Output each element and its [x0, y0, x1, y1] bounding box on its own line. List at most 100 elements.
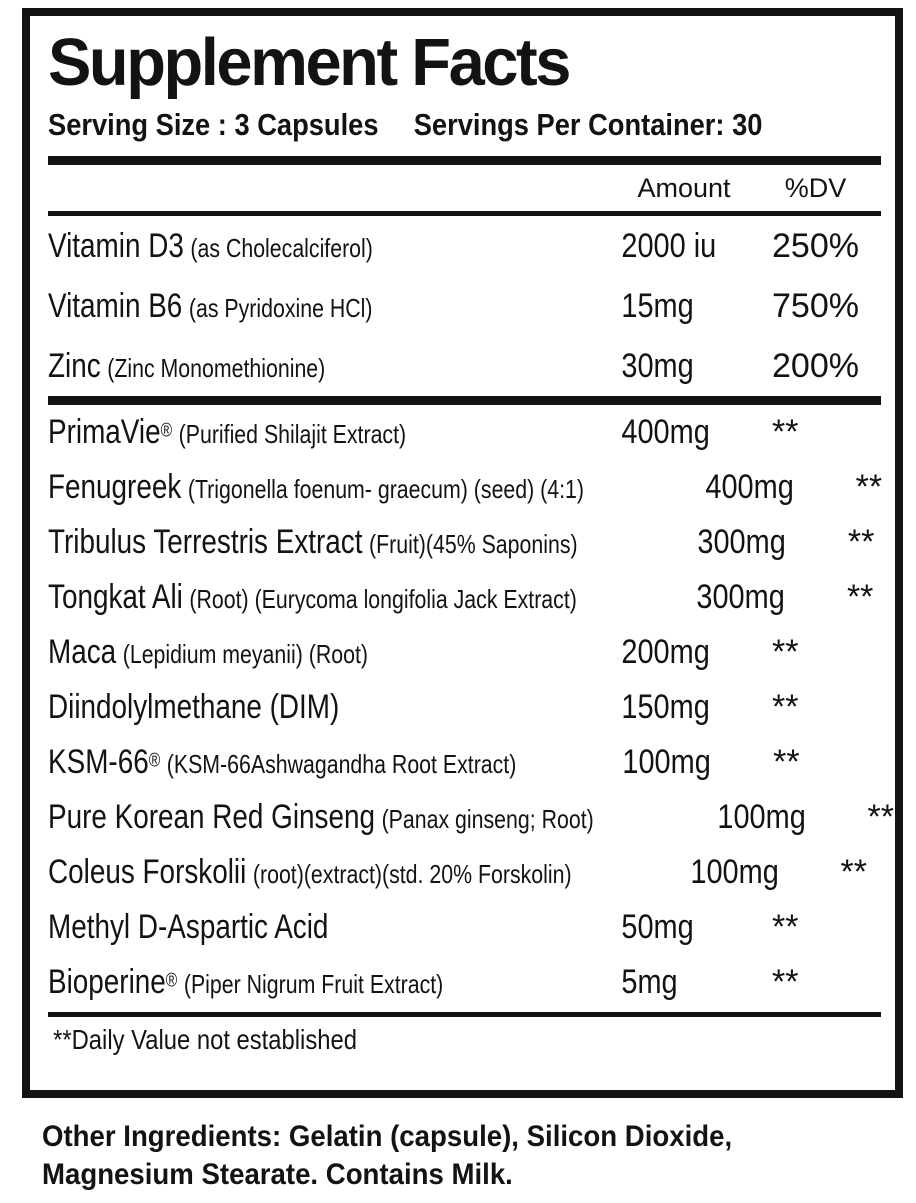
ingredient-name: Bioperine: [48, 963, 166, 1002]
ingredient-amount: 100mg: [689, 853, 779, 892]
ingredient-daily-value: **: [772, 908, 799, 947]
ingredient-name-cell: KSM-66® (KSM-66Ashwagandha Root Extract): [48, 743, 516, 782]
ingredient-name: Vitamin B6: [48, 286, 183, 325]
ingredient-amount: 300mg: [696, 578, 785, 617]
ingredient-rows-section: PrimaVie® (Purified Shilajit Extract) 400…: [48, 405, 894, 1010]
divider-medium-footnote: [48, 1012, 881, 1018]
ingredient-row: Tribulus Terrestris Extract (Fruit)(45% S…: [48, 515, 881, 570]
ingredient-name: Vitamin D3: [48, 226, 184, 265]
ingredient-amount: 300mg: [697, 523, 786, 562]
ingredient-name-cell: Maca (Lepidium meyanii) (Root): [48, 633, 515, 672]
ingredient-detail: (Fruit)(45% Saponins): [369, 529, 578, 560]
ingredient-name-cell: Vitamin B6 (as Pyridoxine HCl): [48, 287, 515, 326]
ingredient-row: Vitamin D3 (as Cholecalciferol) 2000 iu 2…: [48, 216, 881, 276]
ingredient-row: Diindolylmethane (DIM) 150mg **: [48, 680, 881, 735]
ingredient-name: Methyl D-Aspartic Acid: [48, 908, 329, 947]
ingredient-name-cell: Tongkat Ali (Root) (Eurycoma longifolia J…: [48, 578, 577, 617]
ingredient-daily-value: **: [772, 688, 799, 727]
ingredient-daily-value: 200%: [772, 346, 859, 385]
serving-size-text: Serving Size : 3 Capsules: [48, 107, 379, 143]
ingredient-row: KSM-66® (KSM-66Ashwagandha Root Extract) …: [48, 735, 881, 790]
ingredient-amount: 15mg: [621, 286, 694, 325]
divider-thick-middle: [48, 396, 881, 406]
ingredient-row: Tongkat Ali (Root) (Eurycoma longifolia J…: [48, 570, 881, 625]
ingredient-name: Diindolylmethane (DIM): [48, 688, 340, 727]
ingredient-detail: (root)(extract)(std. 20% Forskolin): [252, 859, 572, 890]
ingredient-name: Pure Korean Red Ginseng: [48, 798, 376, 837]
ingredient-daily-value: **: [867, 798, 894, 837]
daily-value-footnote: **Daily Value not established: [53, 1024, 357, 1056]
ingredient-detail: (Purified Shilajit Extract): [178, 419, 407, 450]
ingredient-amount: 100mg: [716, 798, 806, 837]
ingredient-detail: (as Cholecalciferol): [190, 232, 373, 263]
ingredient-row: Methyl D-Aspartic Acid 50mg **: [48, 900, 881, 955]
ingredient-name-cell: Bioperine® (Piper Nigrum Fruit Extract): [48, 963, 515, 1002]
servings-per-container-text: Servings Per Container: 30: [413, 107, 763, 143]
dv-column-header: %DV: [784, 172, 847, 203]
ingredient-row: Bioperine® (Piper Nigrum Fruit Extract) 5…: [48, 955, 881, 1010]
divider-medium-header: [48, 211, 881, 217]
ingredient-name: Tongkat Ali: [48, 578, 183, 617]
ingredient-name-cell: Diindolylmethane (DIM): [48, 688, 515, 727]
amount-column-header: Amount: [637, 172, 731, 203]
ingredient-detail: (Trigonella foenum- graecum) (seed) (4:1…: [187, 474, 584, 505]
ingredient-name: Zinc: [48, 346, 101, 385]
ingredient-daily-value: **: [855, 468, 883, 507]
ingredient-name-cell: Tribulus Terrestris Extract (Fruit)(45% S…: [48, 523, 578, 562]
ingredient-name-cell: Methyl D-Aspartic Acid: [48, 908, 515, 947]
ingredient-name-cell: Pure Korean Red Ginseng (Panax ginseng; R…: [48, 798, 594, 837]
ingredient-amount: 400mg: [705, 468, 794, 507]
ingredient-name: Tribulus Terrestris Extract: [48, 523, 363, 562]
ingredient-detail: (Lepidium meyanii) (Root): [122, 639, 369, 670]
ingredient-daily-value: **: [773, 743, 800, 782]
vitamin-rows-section: Vitamin D3 (as Cholecalciferol) 2000 iu 2…: [48, 216, 881, 396]
ingredient-daily-value: **: [772, 633, 799, 672]
ingredient-detail: (as Pyridoxine HCl): [188, 292, 373, 323]
panel-title: Supplement Facts: [48, 25, 571, 100]
registered-trademark-symbol: ®: [148, 751, 161, 773]
divider-thick-top: [48, 156, 881, 166]
ingredient-daily-value: **: [840, 853, 867, 892]
registered-trademark-symbol: ®: [160, 421, 173, 443]
ingredient-daily-value: 750%: [772, 286, 859, 325]
ingredient-name-cell: Fenugreek (Trigonella foenum- graecum) (s…: [48, 468, 584, 507]
ingredient-daily-value: **: [772, 963, 799, 1002]
ingredient-amount: 100mg: [622, 743, 711, 782]
ingredient-detail: (Root) (Eurycoma longifolia Jack Extract…: [189, 584, 577, 615]
ingredient-row: Vitamin B6 (as Pyridoxine HCl) 15mg 750%: [48, 276, 881, 336]
ingredient-name: KSM-66: [48, 743, 149, 782]
ingredient-name: PrimaVie: [48, 413, 161, 452]
ingredient-detail: (Panax ginseng; Root): [381, 804, 594, 835]
ingredient-amount: 30mg: [621, 346, 694, 385]
ingredient-amount: 200mg: [621, 633, 710, 672]
registered-trademark-symbol: ®: [165, 971, 178, 993]
ingredient-row: Fenugreek (Trigonella foenum- graecum) (s…: [48, 460, 883, 515]
column-header-row: Amount %DV: [48, 165, 881, 211]
ingredient-daily-value: 250%: [772, 226, 859, 265]
ingredient-row: Zinc (Zinc Monomethionine) 30mg 200%: [48, 336, 881, 396]
ingredient-detail: (KSM-66Ashwagandha Root Extract): [166, 749, 517, 780]
serving-info-row: Serving Size : 3 Capsules Servings Per C…: [48, 106, 781, 144]
ingredient-row: PrimaVie® (Purified Shilajit Extract) 400…: [48, 405, 881, 460]
ingredient-amount: 2000 iu: [621, 226, 717, 265]
ingredient-amount: 400mg: [621, 413, 710, 452]
ingredient-name: Coleus Forskolii: [48, 853, 247, 892]
ingredient-amount: 5mg: [621, 963, 678, 1002]
other-ingredients-text: Other Ingredients: Gelatin (capsule), Si…: [42, 1120, 733, 1192]
ingredient-name-cell: PrimaVie® (Purified Shilajit Extract): [48, 413, 515, 452]
ingredient-detail: (Piper Nigrum Fruit Extract): [183, 969, 444, 1000]
ingredient-daily-value: **: [772, 413, 799, 452]
ingredient-amount: 50mg: [621, 908, 694, 947]
ingredient-name: Fenugreek: [48, 468, 182, 507]
ingredient-row: Pure Korean Red Ginseng (Panax ginseng; R…: [48, 790, 894, 845]
ingredient-daily-value: **: [847, 523, 875, 562]
ingredient-name-cell: Vitamin D3 (as Cholecalciferol): [48, 227, 515, 266]
supplement-facts-panel: Supplement Facts Serving Size : 3 Capsul…: [22, 8, 903, 1098]
footnote-row: **Daily Value not established: [48, 1017, 881, 1063]
ingredient-detail: (Zinc Monomethionine): [107, 352, 326, 383]
ingredient-row: Maca (Lepidium meyanii) (Root) 200mg **: [48, 625, 881, 680]
ingredient-daily-value: **: [846, 578, 874, 617]
ingredient-name: Maca: [48, 633, 117, 672]
ingredient-row: Coleus Forskolii (root)(extract)(std. 20%…: [48, 845, 881, 900]
